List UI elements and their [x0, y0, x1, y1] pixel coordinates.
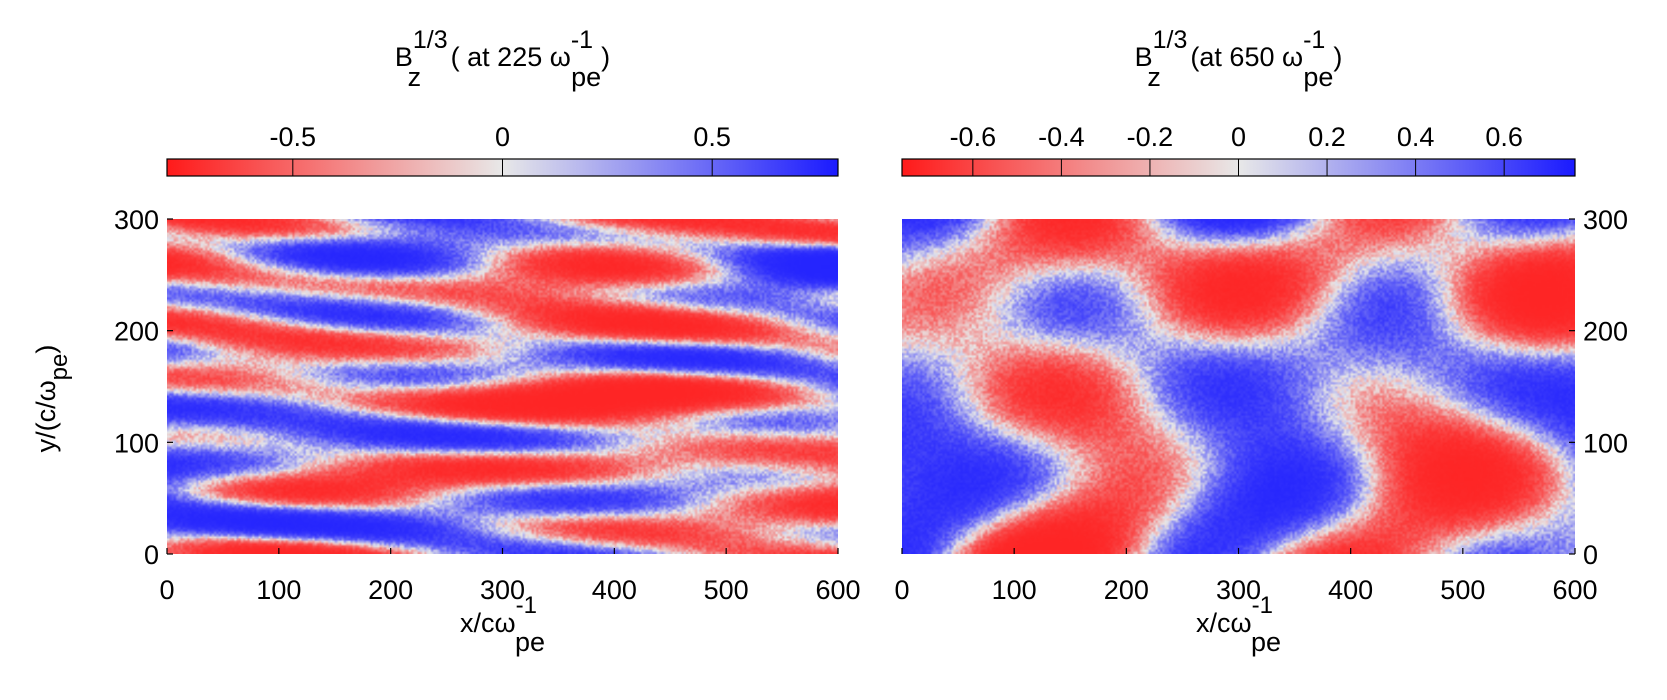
y-tick-label: 300	[114, 205, 159, 235]
y-tick-label: 0	[1583, 540, 1598, 570]
x-tick-label: 100	[256, 575, 301, 605]
x-tick-label: 200	[1104, 575, 1149, 605]
y-tick-label: 200	[1583, 317, 1628, 347]
colorbar-tick-label: 0.5	[693, 122, 731, 152]
y-tick-label: 100	[1583, 428, 1628, 458]
x-tick-label: 500	[1440, 575, 1485, 605]
x-tick-label: 600	[815, 575, 860, 605]
colorbar-tick-label: -0.4	[1038, 122, 1085, 152]
colorbar-tick-label: 0.4	[1397, 122, 1435, 152]
y-axis-label: y/(c/ωpe)	[31, 345, 73, 453]
y-tick-label: 200	[114, 317, 159, 347]
x-tick-label: 100	[992, 575, 1037, 605]
x-tick-label: 0	[894, 575, 909, 605]
x-tick-label: 600	[1552, 575, 1597, 605]
x-tick-label: 0	[159, 575, 174, 605]
x-tick-label: 300	[1216, 575, 1261, 605]
heatmap-image	[902, 219, 1575, 554]
x-tick-label: 400	[1328, 575, 1373, 605]
colorbar-tick-label: 0.6	[1485, 122, 1523, 152]
colorbar-tick-label: -0.2	[1127, 122, 1174, 152]
colorbar-tick-label: 0.2	[1308, 122, 1346, 152]
colorbar-tick-label: -0.6	[950, 122, 997, 152]
colorbar-tick-label: 0	[495, 122, 510, 152]
panel-title: B1/3 z ( at 225 ω-1 pe)	[395, 26, 610, 92]
heatmap-image	[167, 219, 838, 554]
x-tick-label: 400	[592, 575, 637, 605]
x-axis-label: x/cω-1 pe	[1196, 592, 1281, 657]
x-tick-label: 200	[368, 575, 413, 605]
y-tick-label: 100	[114, 428, 159, 458]
y-tick-label: 0	[144, 540, 159, 570]
panel-title: B1/3 z (at 650 ω-1 pe)	[1135, 26, 1343, 92]
x-tick-label: 500	[704, 575, 749, 605]
x-tick-label: 300	[480, 575, 525, 605]
colorbar-tick-label: -0.5	[270, 122, 317, 152]
colorbar-tick-label: 0	[1231, 122, 1246, 152]
x-axis-label: x/cω-1 pe	[460, 592, 545, 657]
y-tick-label: 300	[1583, 205, 1628, 235]
